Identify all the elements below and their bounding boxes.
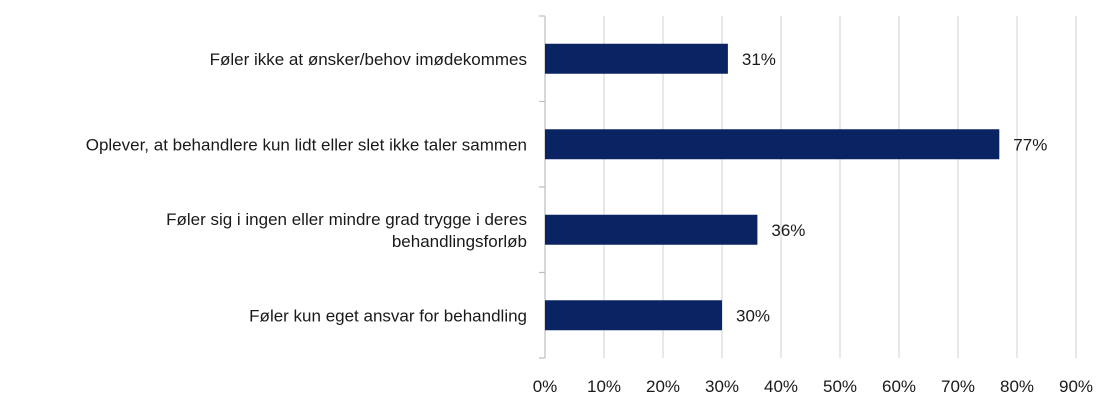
- bar-4: [545, 300, 722, 330]
- x-tick-label: 60%: [882, 377, 916, 396]
- x-tick-label: 0%: [533, 377, 558, 396]
- x-tick-label: 50%: [823, 377, 857, 396]
- x-tick-label: 90%: [1059, 377, 1093, 396]
- bar-2: [545, 129, 999, 159]
- category-label-line: Føler kun eget ansvar for behandling: [249, 306, 527, 325]
- category-axis: [539, 16, 545, 358]
- category-label-line: behandlingsforløb: [392, 232, 527, 251]
- category-label: Føler sig i ingen eller mindre grad tryg…: [166, 210, 527, 251]
- category-label-line: Oplever, at behandlere kun lidt eller sl…: [86, 135, 527, 154]
- x-tick-label: 30%: [705, 377, 739, 396]
- x-tick-label: 10%: [587, 377, 621, 396]
- x-tick-label: 40%: [764, 377, 798, 396]
- data-label: 77%: [1013, 135, 1047, 154]
- bars: [545, 44, 999, 331]
- category-label-line: Føler ikke at ønsker/behov imødekommes: [210, 50, 527, 69]
- x-tick-label: 80%: [1000, 377, 1034, 396]
- data-label: 31%: [742, 50, 776, 69]
- bar-3: [545, 215, 757, 245]
- category-label: Føler kun eget ansvar for behandling: [249, 306, 527, 325]
- category-label: Føler ikke at ønsker/behov imødekommes: [210, 50, 527, 69]
- category-label-line: Føler sig i ingen eller mindre grad tryg…: [166, 210, 527, 229]
- category-label: Oplever, at behandlere kun lidt eller sl…: [86, 135, 527, 154]
- bar-1: [545, 44, 728, 74]
- data-label: 36%: [771, 221, 805, 240]
- data-label: 30%: [736, 306, 770, 325]
- x-tick-label: 70%: [941, 377, 975, 396]
- x-tick-label: 20%: [646, 377, 680, 396]
